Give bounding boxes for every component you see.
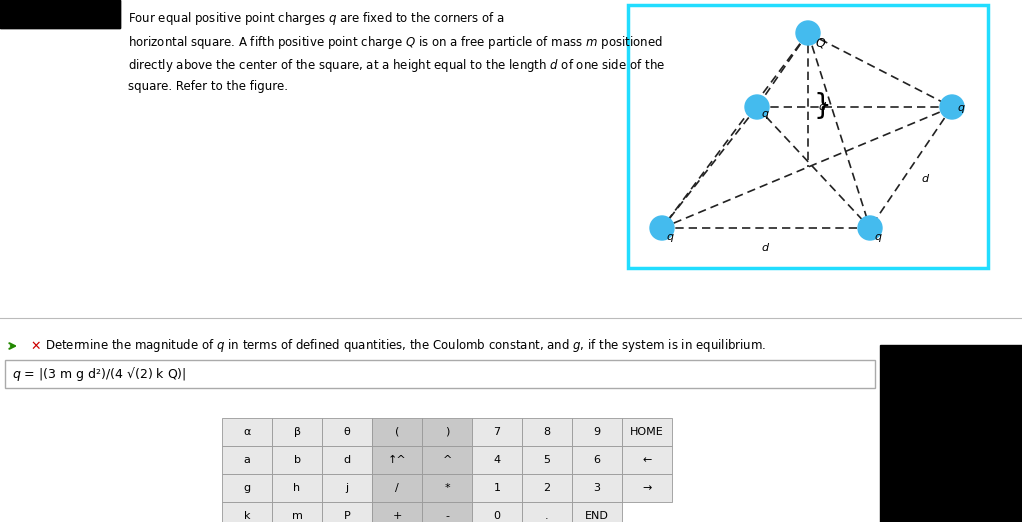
Text: $q$ = |(3 m g d²)/(4 √(2) k Q)|: $q$ = |(3 m g d²)/(4 √(2) k Q)|: [12, 365, 186, 383]
Text: k: k: [244, 511, 250, 521]
Bar: [222, 502, 272, 522]
Circle shape: [940, 95, 964, 119]
Text: β: β: [293, 427, 300, 437]
Bar: [222, 474, 272, 502]
Circle shape: [796, 21, 820, 45]
Text: 7: 7: [494, 427, 501, 437]
Text: Determine the magnitude of $q$ in terms of defined quantities, the Coulomb const: Determine the magnitude of $q$ in terms …: [45, 338, 766, 354]
Text: (: (: [394, 427, 400, 437]
Text: ✕: ✕: [30, 339, 41, 352]
Bar: [522, 474, 572, 502]
Bar: [622, 418, 672, 446]
Text: 2: 2: [544, 483, 551, 493]
Bar: [372, 446, 422, 474]
Bar: [372, 474, 422, 502]
Text: θ: θ: [343, 427, 351, 437]
Text: 5: 5: [544, 455, 551, 465]
Text: $q$: $q$: [761, 109, 770, 121]
Text: 1: 1: [494, 483, 501, 493]
Bar: [422, 418, 472, 446]
Bar: [880, 345, 1022, 522]
Bar: [472, 502, 522, 522]
Text: END: END: [585, 511, 609, 521]
Text: HOME: HOME: [631, 427, 664, 437]
Text: 9: 9: [594, 427, 601, 437]
Text: 6: 6: [594, 455, 601, 465]
Text: d: d: [343, 455, 351, 465]
Text: h: h: [293, 483, 300, 493]
Text: →: →: [642, 483, 652, 493]
Text: ^: ^: [443, 455, 452, 465]
Text: α: α: [243, 427, 250, 437]
Circle shape: [858, 216, 882, 240]
Text: a: a: [243, 455, 250, 465]
Text: 8: 8: [544, 427, 551, 437]
Bar: [322, 502, 372, 522]
Text: b: b: [293, 455, 300, 465]
Bar: [522, 418, 572, 446]
Bar: [572, 502, 622, 522]
Bar: [272, 474, 322, 502]
Text: -: -: [445, 511, 449, 521]
Bar: [522, 502, 572, 522]
Text: Four equal positive point charges $q$ are fixed to the corners of a
horizontal s: Four equal positive point charges $q$ ar…: [128, 10, 665, 93]
Text: $d$: $d$: [921, 172, 930, 184]
Text: 0: 0: [494, 511, 501, 521]
Text: $d$: $d$: [761, 241, 771, 253]
Bar: [0, 0, 120, 28]
Bar: [572, 474, 622, 502]
Bar: [622, 474, 672, 502]
Bar: [472, 446, 522, 474]
Text: }: }: [814, 92, 832, 120]
Bar: [222, 418, 272, 446]
Text: P: P: [343, 511, 351, 521]
Text: j: j: [345, 483, 349, 493]
Bar: [422, 502, 472, 522]
Text: $q$: $q$: [666, 232, 675, 244]
Text: $q$: $q$: [874, 232, 883, 244]
Bar: [5, 360, 875, 388]
Bar: [422, 474, 472, 502]
Text: ): ): [445, 427, 450, 437]
Text: +: +: [392, 511, 402, 521]
Bar: [272, 446, 322, 474]
Text: g: g: [243, 483, 250, 493]
Text: ↑^: ↑^: [387, 455, 407, 465]
Circle shape: [745, 95, 769, 119]
Bar: [422, 446, 472, 474]
Bar: [322, 446, 372, 474]
Text: $q$: $q$: [957, 103, 966, 115]
Bar: [322, 418, 372, 446]
Bar: [522, 446, 572, 474]
Bar: [622, 446, 672, 474]
Text: $d$: $d$: [818, 100, 827, 112]
Text: $Q$: $Q$: [815, 36, 827, 50]
Text: 4: 4: [494, 455, 501, 465]
Bar: [472, 474, 522, 502]
Text: 3: 3: [594, 483, 601, 493]
Bar: [572, 446, 622, 474]
Bar: [572, 418, 622, 446]
Text: .: .: [545, 511, 549, 521]
Circle shape: [650, 216, 673, 240]
Text: m: m: [291, 511, 303, 521]
Bar: [272, 418, 322, 446]
Bar: [372, 502, 422, 522]
Bar: [272, 502, 322, 522]
Bar: [222, 446, 272, 474]
Bar: [628, 5, 988, 268]
Bar: [322, 474, 372, 502]
Bar: [472, 418, 522, 446]
Text: *: *: [445, 483, 450, 493]
Text: ←: ←: [642, 455, 652, 465]
Bar: [0, 0, 120, 28]
Bar: [372, 418, 422, 446]
Text: /: /: [396, 483, 399, 493]
